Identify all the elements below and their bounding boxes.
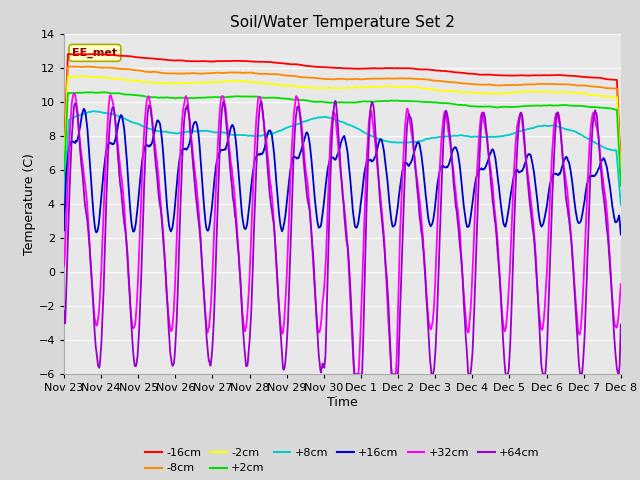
Text: EE_met: EE_met (72, 48, 118, 58)
X-axis label: Time: Time (327, 396, 358, 409)
Legend: -16cm, -8cm, -2cm, +2cm, +8cm, +16cm, +32cm, +64cm: -16cm, -8cm, -2cm, +2cm, +8cm, +16cm, +3… (141, 444, 544, 478)
Y-axis label: Temperature (C): Temperature (C) (22, 153, 36, 255)
Title: Soil/Water Temperature Set 2: Soil/Water Temperature Set 2 (230, 15, 455, 30)
